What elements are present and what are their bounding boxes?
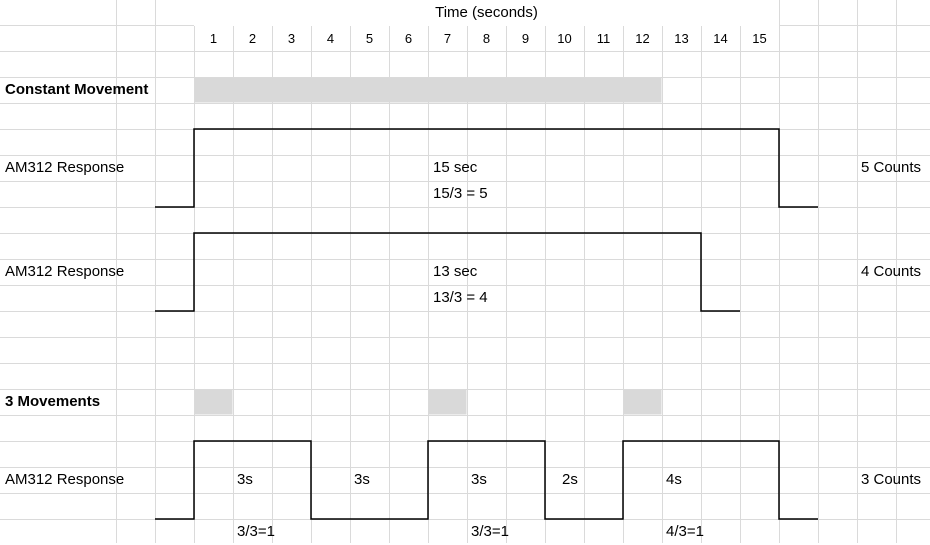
time-tick-12: 12 bbox=[635, 31, 650, 46]
count-text-1: 5 Counts bbox=[861, 159, 922, 176]
formula-text-2: 13/3 = 4 bbox=[433, 289, 488, 306]
movement-cell-7 bbox=[428, 389, 467, 415]
signal-trace-3 bbox=[155, 440, 818, 520]
response-label-3: AM312 Response bbox=[5, 471, 125, 488]
time-tick-14: 14 bbox=[713, 31, 728, 46]
segment-4: 2s bbox=[562, 471, 578, 488]
segment-3: 3s bbox=[471, 471, 487, 488]
duration-text-2: 13 sec bbox=[433, 263, 478, 280]
segment-2: 3s bbox=[354, 471, 370, 488]
time-tick-7: 7 bbox=[443, 31, 452, 46]
count-text-3: 3 Counts bbox=[861, 471, 922, 488]
duration-text-1: 15 sec bbox=[433, 159, 478, 176]
time-tick-4: 4 bbox=[326, 31, 335, 46]
formula-segment-5: 4/3=1 bbox=[666, 523, 704, 540]
response-label-2: AM312 Response bbox=[5, 263, 125, 280]
time-tick-2: 2 bbox=[248, 31, 257, 46]
segment-1: 3s bbox=[237, 471, 253, 488]
time-tick-8: 8 bbox=[482, 31, 491, 46]
movement-cell-12 bbox=[623, 389, 662, 415]
response-label-1: AM312 Response bbox=[5, 159, 125, 176]
time-tick-13: 13 bbox=[674, 31, 689, 46]
time-tick-10: 10 bbox=[557, 31, 572, 46]
constant-movement-bar bbox=[194, 77, 662, 103]
formula-text-1: 15/3 = 5 bbox=[433, 185, 488, 202]
formula-segment-1: 3/3=1 bbox=[237, 523, 275, 540]
time-tick-3: 3 bbox=[287, 31, 296, 46]
time-tick-15: 15 bbox=[752, 31, 767, 46]
movement-cell-1 bbox=[194, 389, 233, 415]
time-tick-5: 5 bbox=[365, 31, 374, 46]
constant-movement-label: Constant Movement bbox=[5, 81, 149, 98]
count-text-2: 4 Counts bbox=[861, 263, 922, 280]
signal-trace-2 bbox=[155, 232, 740, 312]
time-tick-11: 11 bbox=[596, 31, 611, 46]
signal-trace-1 bbox=[155, 128, 818, 208]
formula-segment-3: 3/3=1 bbox=[471, 523, 509, 540]
three-movements-label: 3 Movements bbox=[5, 393, 101, 410]
time-tick-1: 1 bbox=[209, 31, 218, 46]
time-tick-9: 9 bbox=[521, 31, 530, 46]
time-tick-6: 6 bbox=[404, 31, 413, 46]
segment-5: 4s bbox=[666, 471, 682, 488]
time-axis-title: Time (seconds) bbox=[194, 0, 779, 26]
